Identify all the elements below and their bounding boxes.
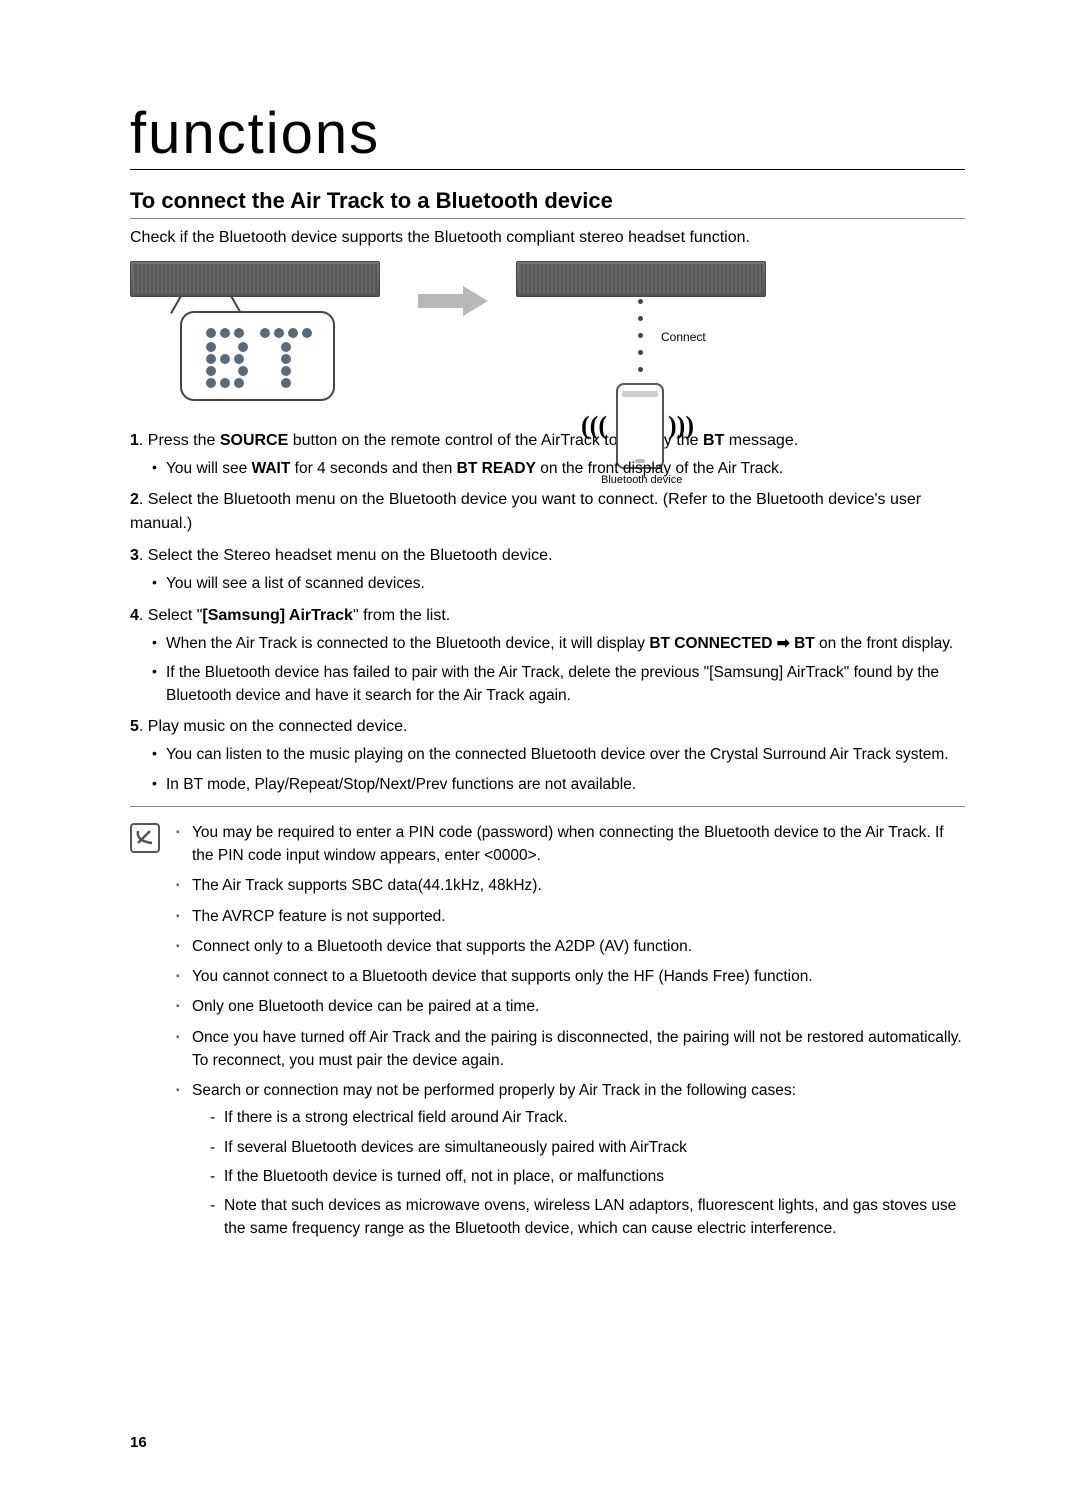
soundbar-image [130,261,380,297]
note-item: The Air Track supports SBC data(44.1kHz,… [176,874,965,897]
note-dash-item: If the Bluetooth device is turned off, n… [210,1165,965,1188]
connect-label: Connect [661,330,706,344]
step-item: 3. Select the Stereo headset menu on the… [130,544,965,595]
connection-diagram: Connect ((( ))) Bluetooth device [130,261,965,401]
soundbar-image-2 [516,261,766,297]
diagram-right: Connect ((( ))) Bluetooth device [516,261,816,297]
note-item: Connect only to a Bluetooth device that … [176,935,965,958]
step-sub-item: In BT mode, Play/Repeat/Stop/Next/Prev f… [152,773,965,796]
note-dash-item: If several Bluetooth devices are simulta… [210,1136,965,1159]
step-item: 4. Select "[Samsung] AirTrack" from the … [130,604,965,708]
note-item: You cannot connect to a Bluetooth device… [176,965,965,988]
step-sub-item: You will see WAIT for 4 seconds and then… [152,457,965,480]
page-number: 16 [130,1434,147,1451]
note-item: Search or connection may not be performe… [176,1079,965,1241]
page-title: functions [130,100,965,170]
note-block: You may be required to enter a PIN code … [130,806,965,1248]
step-item: 5. Play music on the connected device.Yo… [130,715,965,796]
bt-dot-matrix [193,321,323,391]
bt-callout [180,311,335,401]
note-dash-item: Note that such devices as microwave oven… [210,1194,965,1241]
signal-waves-left: ((( [581,411,607,441]
intro-text: Check if the Bluetooth device supports t… [130,229,965,247]
notes-list: You may be required to enter a PIN code … [176,821,965,1248]
step-item: 1. Press the SOURCE button on the remote… [130,429,965,480]
note-dash-item: If there is a strong electrical field ar… [210,1106,965,1129]
diagram-left [130,261,390,401]
note-item: You may be required to enter a PIN code … [176,821,965,868]
step-item: 2. Select the Bluetooth menu on the Blue… [130,488,965,536]
note-item: The AVRCP feature is not supported. [176,905,965,928]
note-item: Only one Bluetooth device can be paired … [176,995,965,1018]
connection-dots [638,299,643,372]
section-title: To connect the Air Track to a Bluetooth … [130,188,965,219]
note-item: Once you have turned off Air Track and t… [176,1026,965,1073]
note-icon [130,823,160,853]
signal-waves-right: ))) [668,411,694,441]
arrow-icon [418,286,488,316]
steps-list: 1. Press the SOURCE button on the remote… [130,429,965,796]
step-sub-item: If the Bluetooth device has failed to pa… [152,661,965,708]
step-sub-item: You can listen to the music playing on t… [152,743,965,766]
step-sub-item: When the Air Track is connected to the B… [152,632,965,655]
step-sub-item: You will see a list of scanned devices. [152,572,965,595]
